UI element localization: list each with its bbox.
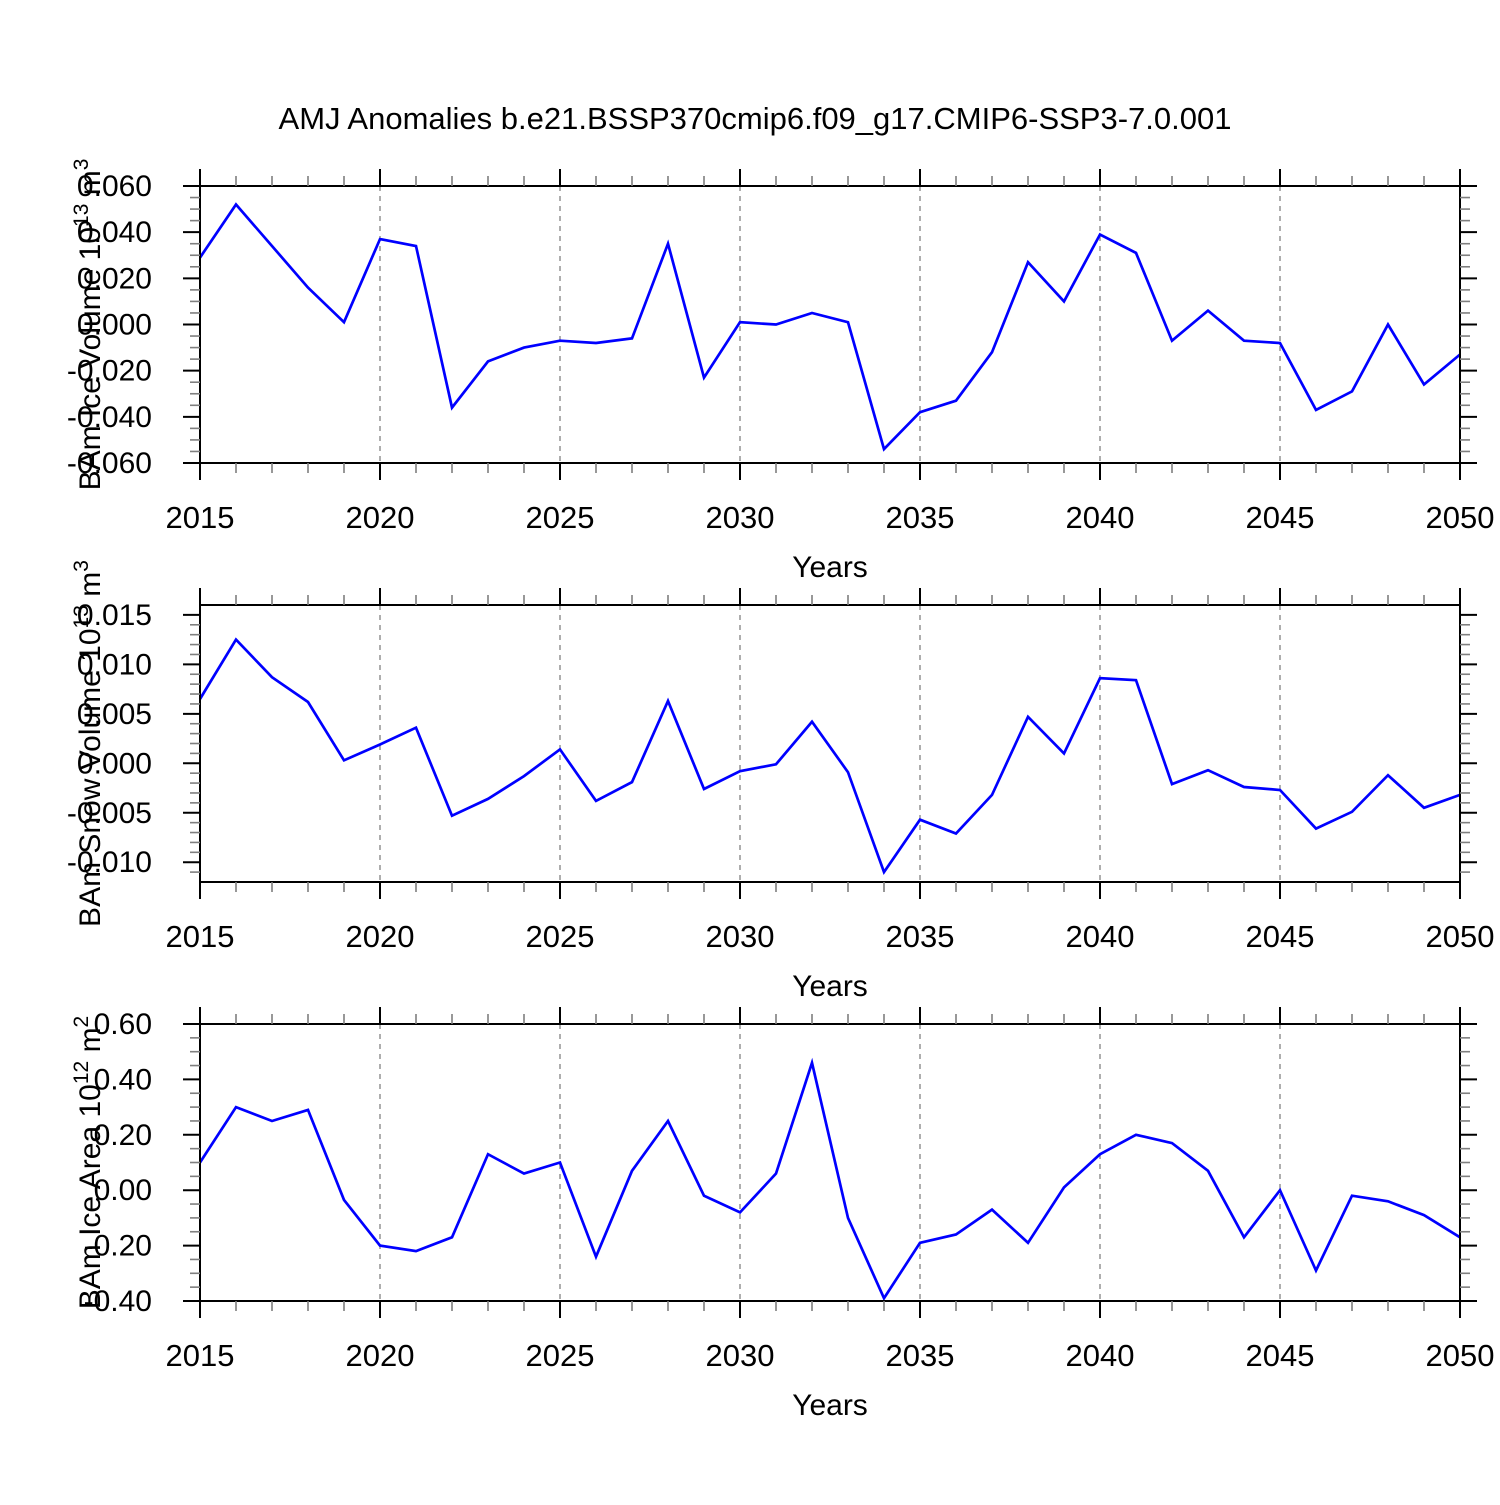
x-tick-label: 2020	[346, 500, 415, 535]
bam-snow-volume-y-ticks	[183, 613, 1477, 873]
x-tick-label: 2020	[346, 919, 415, 954]
bam-ice-area-y-tick-labels: 0.60 0.40 0.20 0.00 -0.20 -0.40	[84, 1008, 152, 1318]
x-tick-label: 2040	[1066, 1338, 1135, 1373]
bam-ice-volume-x-tick-labels: 2015 2020 2025 2030 2035 2040 2045 2050	[166, 500, 1495, 535]
bam-ice-area-plot-box	[199, 1023, 1461, 1302]
bam-ice-area-line	[198, 1057, 1461, 1302]
bam-ice-area-gridlines	[379, 1024, 1281, 1301]
x-tick-label: 2015	[166, 1338, 235, 1373]
x-tick-label: 2045	[1246, 919, 1315, 954]
x-tick-label: 2015	[166, 500, 235, 535]
bam-ice-volume-gridlines	[379, 186, 1281, 463]
bam-ice-volume-plot-box	[199, 185, 1461, 464]
x-tick-label: 2035	[886, 919, 955, 954]
x-tick-label: 2025	[526, 1338, 595, 1373]
x-tick-label: 2035	[886, 500, 955, 535]
y-tick-label: 0.40	[94, 1063, 152, 1096]
bam-ice-volume-y-axis-title: BAm Ice Volume 1013 m3	[70, 159, 107, 491]
x-tick-label: 2030	[706, 500, 775, 535]
y-tick-label: 0.60	[94, 1008, 152, 1041]
x-tick-label: 2045	[1246, 1338, 1315, 1373]
y-tick-label: 0.20	[94, 1119, 152, 1152]
bam-snow-volume-x-ticks	[199, 588, 1461, 899]
figure-title: AMJ Anomalies b.e21.BSSP370cmip6.f09_g17…	[279, 101, 1232, 136]
bam-snow-volume-gridlines	[379, 605, 1281, 882]
bam-ice-area-x-ticks	[199, 1007, 1461, 1318]
x-tick-label: 2015	[166, 919, 235, 954]
x-tick-label: 2020	[346, 1338, 415, 1373]
x-tick-label: 2030	[706, 919, 775, 954]
bam-ice-volume-y-ticks	[183, 185, 1477, 464]
x-tick-label: 2040	[1066, 919, 1135, 954]
bam-snow-volume-y-tick-labels: 0.015 0.010 0.005 0.000 -0.005 -0.010	[67, 599, 152, 879]
bam-snow-volume-plot-box	[199, 604, 1461, 883]
x-tick-label: 2025	[526, 919, 595, 954]
y-tick-label: 0.00	[94, 1174, 152, 1207]
x-tick-label: 2050	[1426, 1338, 1495, 1373]
y-tick-label: 0.000	[77, 309, 152, 342]
bam-ice-volume-x-axis-title: Years	[792, 551, 868, 584]
x-tick-label: 2030	[706, 1338, 775, 1373]
y-tick-label: 0.020	[77, 262, 152, 295]
y-tick-label: -0.040	[67, 401, 152, 434]
bam-snow-volume-line	[198, 637, 1461, 876]
bam-ice-area-x-axis-title: Years	[792, 1389, 868, 1422]
y-tick-label: 0.005	[77, 698, 152, 731]
bam-ice-volume-x-ticks	[199, 169, 1461, 480]
y-tick-label: -0.20	[84, 1230, 152, 1263]
x-tick-label: 2045	[1246, 500, 1315, 535]
bam-snow-volume-x-axis-title: Years	[792, 970, 868, 1003]
y-tick-label: -0.40	[84, 1285, 152, 1318]
x-tick-label: 2050	[1426, 500, 1495, 535]
bam-ice-area-x-tick-labels: 2015 2020 2025 2030 2035 2040 2045 2050	[166, 1338, 1495, 1373]
x-tick-label: 2050	[1426, 919, 1495, 954]
bam-snow-volume-y-axis-title: BAm Snow Volume 1013 m3	[70, 560, 107, 927]
bam-ice-area-y-axis-title: BAm Ice Area 1012 m2	[70, 1016, 107, 1310]
x-tick-label: 2025	[526, 500, 595, 535]
y-tick-label: 0.010	[77, 648, 152, 681]
bam-ice-volume-line	[198, 202, 1461, 452]
y-tick-label: -0.005	[67, 797, 152, 830]
charts-group: 0.060 0.040 0.020 0.000 -0.020 -0.040 -0.060 20…	[67, 159, 1495, 1422]
bam-snow-volume-x-tick-labels: 2015 2020 2025 2030 2035 2040 2045 2050	[166, 919, 1495, 954]
y-tick-label: 0.060	[77, 170, 152, 203]
bam-ice-volume-y-tick-labels: 0.060 0.040 0.020 0.000 -0.020 -0.040 -0.060	[67, 170, 152, 480]
bam-ice-volume-chart: 0.060 0.040 0.020 0.000 -0.020 -0.040 -0.060 20…	[67, 159, 1495, 584]
y-tick-label: -0.020	[67, 355, 152, 388]
bam-snow-volume-chart: 0.015 0.010 0.005 0.000 -0.005 -0.010 2015 2020…	[67, 560, 1495, 1003]
x-tick-label: 2035	[886, 1338, 955, 1373]
y-tick-label: 0.015	[77, 599, 152, 632]
y-tick-label: 0.000	[77, 747, 152, 780]
y-tick-label: -0.060	[67, 447, 152, 480]
y-tick-label: -0.010	[67, 846, 152, 879]
y-tick-label: 0.040	[77, 216, 152, 249]
x-tick-label: 2040	[1066, 500, 1135, 535]
bam-ice-area-y-ticks	[183, 1023, 1477, 1302]
